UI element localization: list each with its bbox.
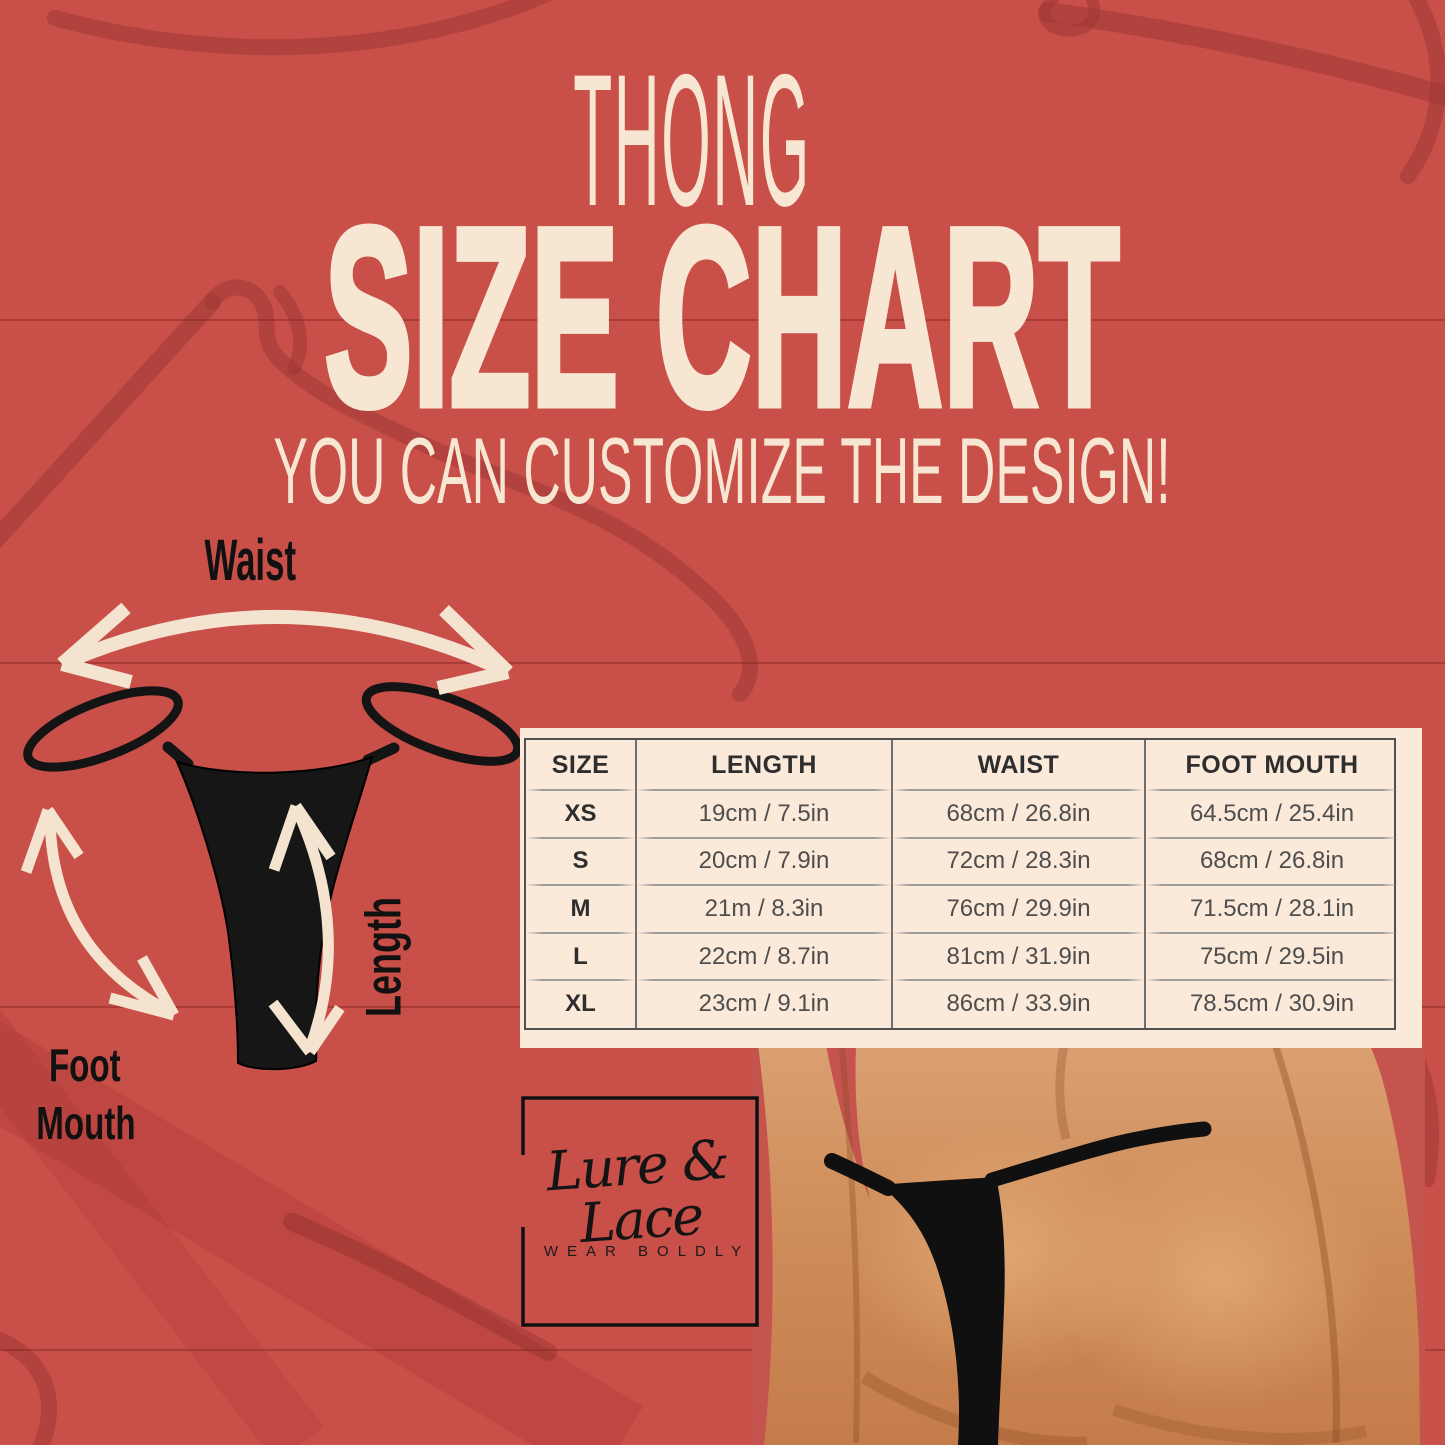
size-table-header-cell: LENGTH: [635, 740, 891, 791]
size-table-cell: 22cm / 8.7in: [635, 932, 891, 981]
size-table-cell: S: [526, 838, 635, 886]
worn-thong: [824, 1121, 1212, 1445]
size-table: SIZE LENGTH WAIST FOOT MOUTH XS 19cm / 7…: [524, 738, 1398, 1030]
brand-name: Lure & Lace: [544, 1127, 730, 1256]
size-table-cell: 20cm / 7.9in: [635, 837, 891, 886]
model-photo: [752, 1045, 1425, 1445]
size-table-cell: 78.5cm / 30.9in: [1144, 980, 1398, 1028]
size-table-cell: 81cm / 31.9in: [891, 932, 1144, 981]
logo-frame: [521, 1096, 759, 1327]
title-size-chart-text: SIZE CHART: [322, 175, 1121, 460]
title-thong-text: THONG: [573, 35, 811, 245]
size-table-cell: 19cm / 7.5in: [635, 790, 891, 839]
size-table-cell: XS: [526, 790, 635, 839]
brand-logo: Lure & Lace WEAR BOLDLY: [505, 1085, 783, 1343]
size-table-header-cell: FOOT MOUTH: [1144, 740, 1398, 791]
size-table-cell: 64.5cm / 25.4in: [1144, 790, 1398, 839]
waist-label: Waist: [204, 528, 296, 593]
size-table-header-cell: WAIST: [891, 740, 1144, 791]
size-table-cell: 86cm / 33.9in: [891, 980, 1144, 1028]
foot-mouth-label-line2: Mouth: [36, 1097, 136, 1149]
size-table-cell: 71.5cm / 28.1in: [1144, 885, 1398, 934]
size-table-cell: M: [526, 885, 635, 934]
size-table-cell: 72cm / 28.3in: [891, 837, 1144, 886]
foot-mouth-label-line1: Foot: [49, 1039, 121, 1091]
size-table-panel: SIZE LENGTH WAIST FOOT MOUTH XS 19cm / 7…: [520, 728, 1422, 1048]
subtitle-text: YOU CAN CUSTOMIZE THE DESIGN!: [273, 418, 1171, 523]
size-table-cell: L: [526, 933, 635, 981]
page-title-line1: THONG: [343, 46, 1042, 234]
size-table-cell: XL: [565, 990, 596, 1018]
size-table-cell: 75cm / 29.5in: [1144, 932, 1398, 981]
size-table-header-cell: SIZE: [526, 740, 635, 791]
size-table-cell: 76cm / 29.9in: [891, 885, 1144, 934]
length-label: Length: [355, 897, 412, 1017]
size-table-cell: 68cm / 26.8in: [1144, 837, 1398, 886]
size-table-cell: 23cm / 9.1in: [635, 980, 891, 1028]
page-title-line2: SIZE CHART: [0, 175, 1445, 460]
size-table-cell: 68cm / 26.8in: [891, 790, 1144, 839]
shadow-bands: [0, 1008, 644, 1445]
size-table-cell: 21m / 8.3in: [635, 885, 891, 934]
brand-tagline: WEAR BOLDLY: [543, 1243, 751, 1260]
page-subtitle: YOU CAN CUSTOMIZE THE DESIGN!: [0, 424, 1445, 518]
